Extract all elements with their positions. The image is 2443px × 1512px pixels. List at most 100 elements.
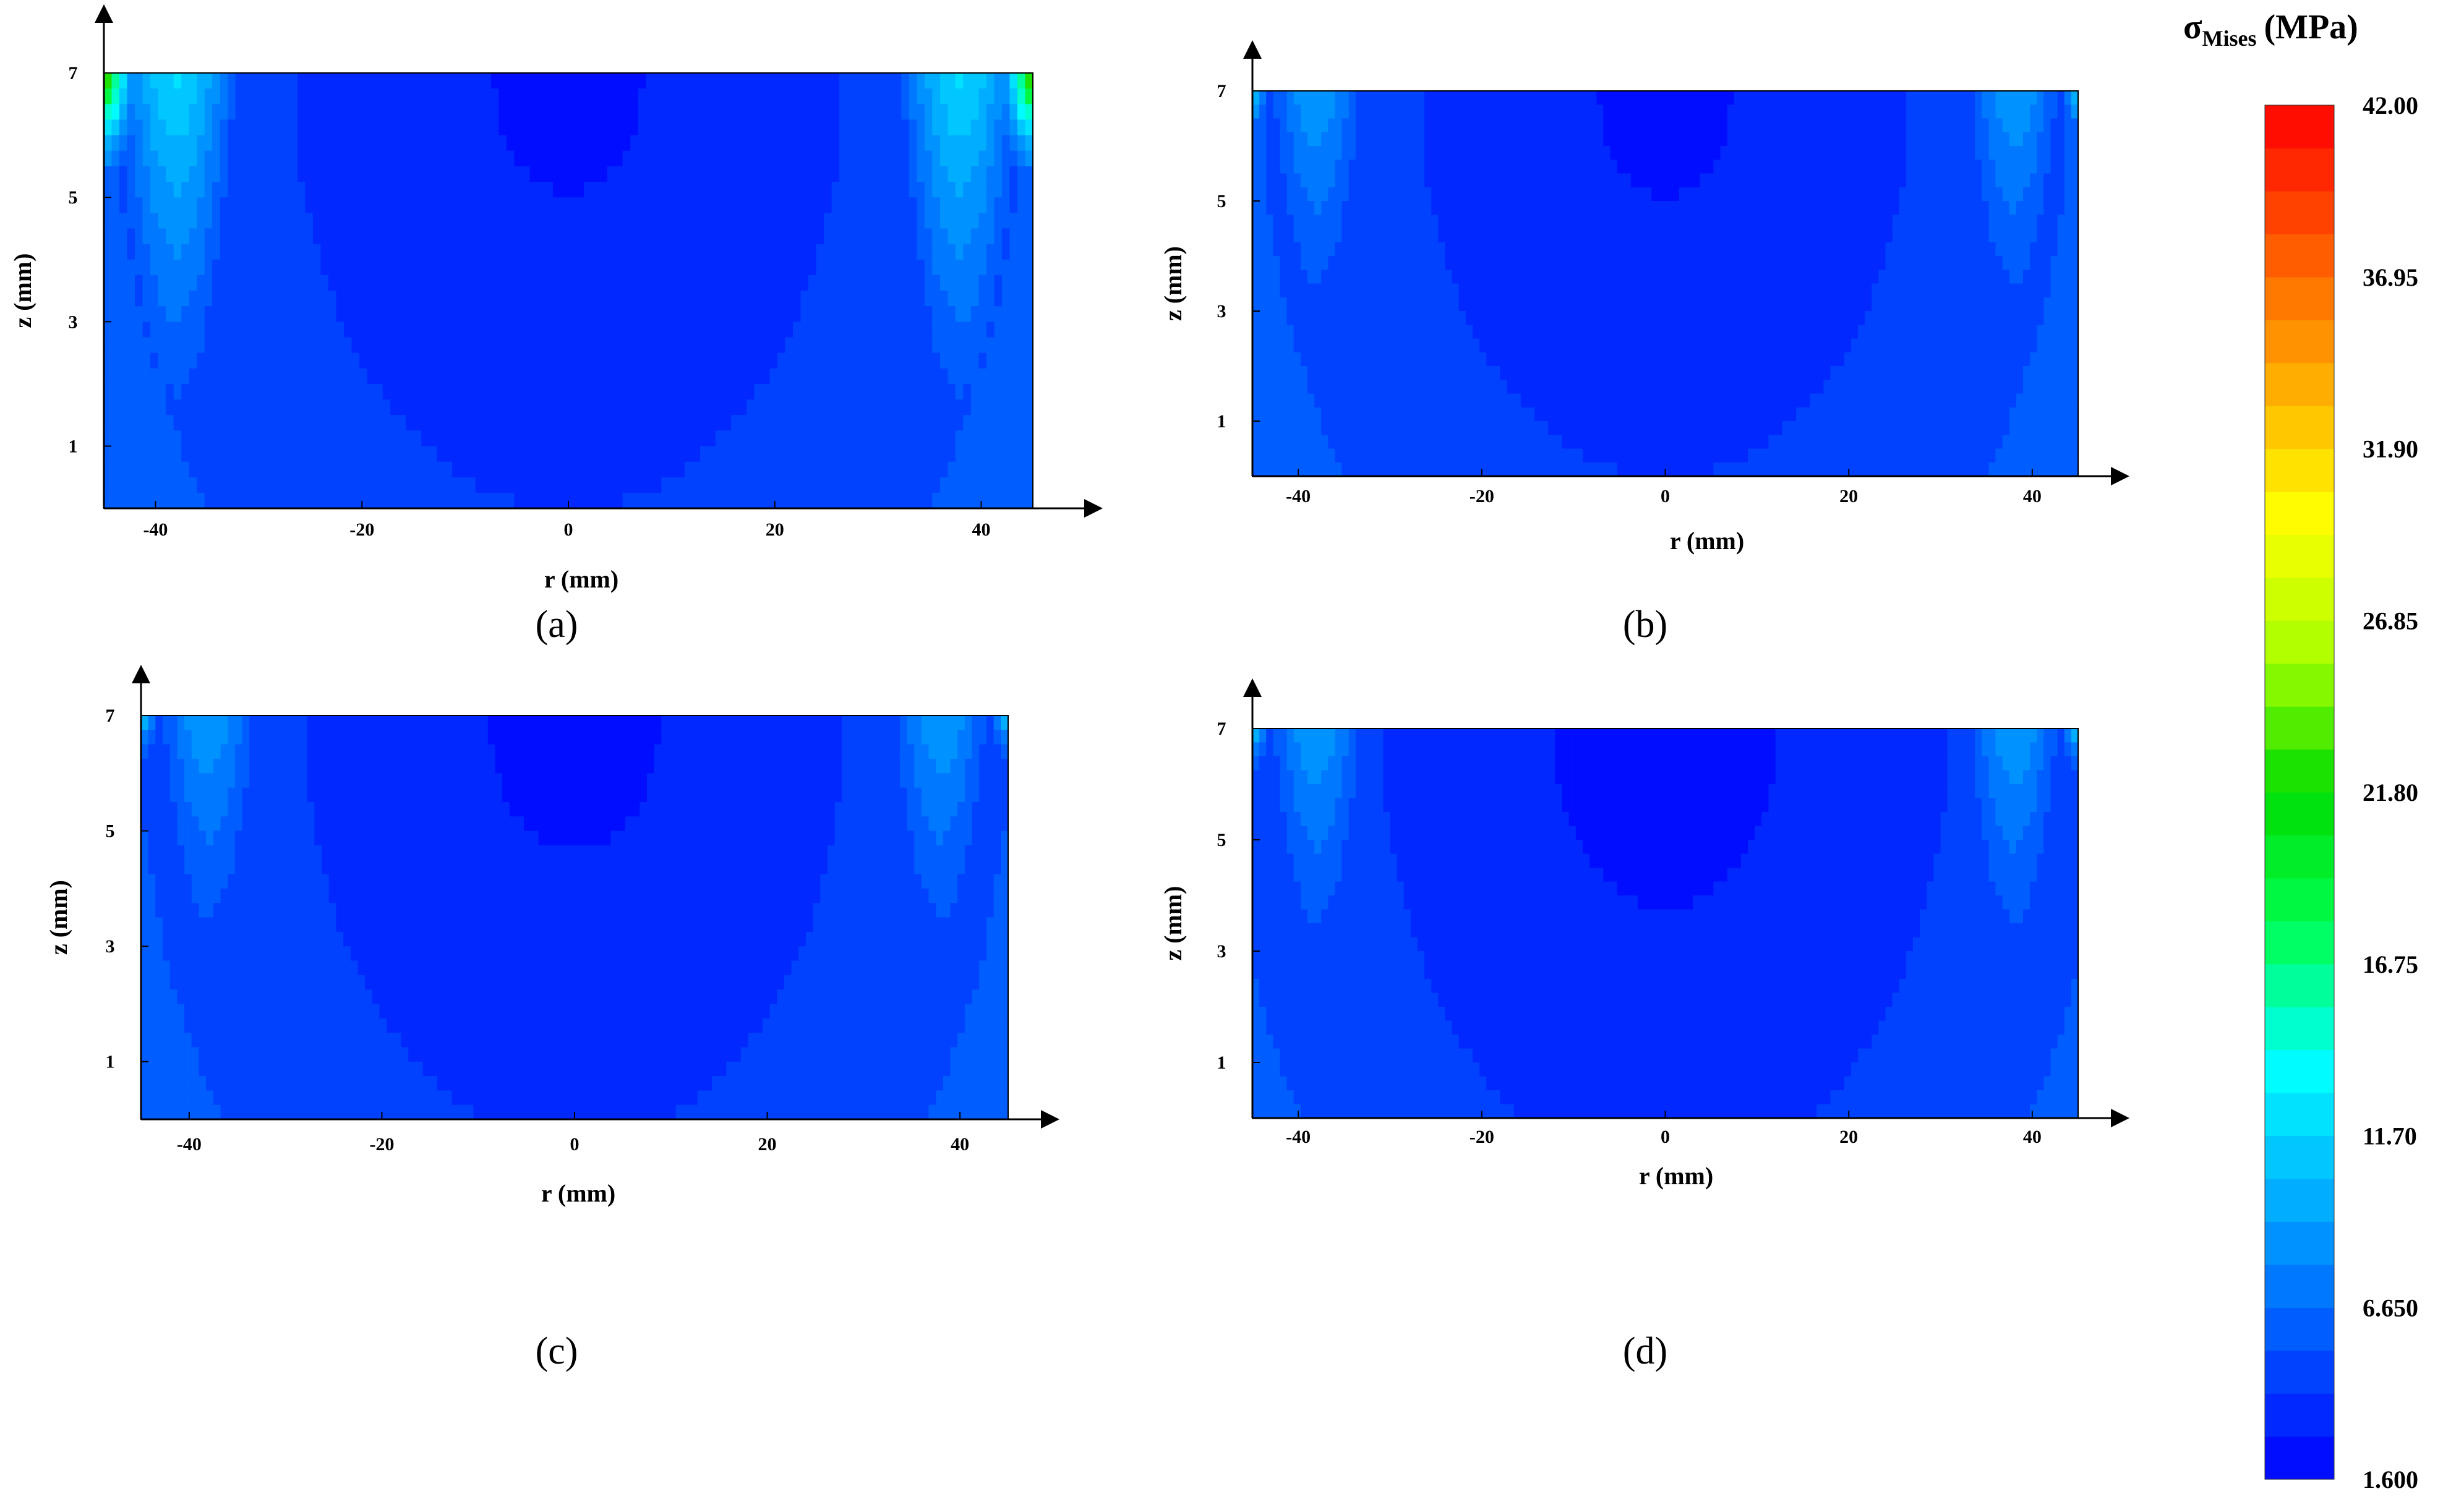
field-cell — [490, 368, 500, 385]
field-cell — [1025, 244, 1033, 260]
field-cell — [615, 73, 623, 89]
field-cell — [1314, 338, 1322, 353]
field-cell — [1017, 73, 1026, 89]
field-cell — [475, 430, 484, 447]
field-cell — [1458, 201, 1466, 216]
field-cell — [305, 135, 314, 152]
field-cell — [1390, 448, 1398, 463]
field-cell — [475, 337, 484, 354]
field-cell — [746, 461, 755, 478]
field-cell — [677, 492, 685, 509]
field-cell — [189, 228, 197, 245]
field-cell — [506, 337, 515, 354]
field-cell — [870, 352, 879, 369]
field-cell — [375, 259, 383, 276]
field-cell — [537, 291, 546, 307]
field-cell — [862, 352, 871, 369]
field-cell — [1610, 407, 1618, 422]
field-cell — [506, 383, 515, 400]
field-cell — [700, 477, 709, 493]
field-cell — [584, 73, 593, 89]
field-cell — [181, 477, 190, 493]
field-cell — [646, 119, 654, 136]
field-cell — [677, 275, 685, 291]
field-cell — [1410, 462, 1418, 477]
field-cell — [158, 182, 166, 198]
field-cell — [1252, 421, 1260, 436]
field-cell — [1507, 338, 1515, 353]
field-cell — [769, 119, 778, 136]
field-cell — [320, 182, 329, 198]
field-cell — [1335, 338, 1343, 353]
field-cell — [1363, 242, 1370, 257]
field-cell — [948, 461, 956, 478]
field-cell — [1025, 73, 1033, 89]
field-cell — [529, 399, 538, 416]
field-cell — [1418, 228, 1425, 243]
field-cell — [1418, 366, 1425, 381]
field-cell — [1541, 393, 1549, 408]
field-cell — [1465, 407, 1473, 422]
field-cell — [1307, 352, 1315, 367]
field-cell — [158, 166, 166, 182]
field-cell — [421, 228, 430, 245]
field-cell — [1259, 366, 1267, 381]
field-cell — [615, 228, 623, 245]
field-cell — [1363, 352, 1370, 367]
field-cell — [692, 352, 701, 369]
field-cell — [514, 73, 523, 89]
field-cell — [158, 259, 166, 276]
field-cell — [1252, 132, 1260, 147]
field-cell — [367, 259, 375, 276]
field-cell — [1328, 311, 1336, 326]
field-cell — [715, 119, 724, 136]
field-cell — [468, 291, 476, 307]
field-cell — [220, 477, 229, 493]
field-cell — [638, 461, 646, 478]
field-cell — [468, 306, 476, 323]
field-cell — [1273, 393, 1281, 408]
field-cell — [1017, 150, 1026, 167]
field-cell — [978, 461, 987, 478]
field-cell — [1273, 366, 1281, 381]
field-cell — [948, 73, 956, 89]
field-cell — [1493, 270, 1501, 284]
field-cell — [312, 492, 322, 509]
field-cell — [1596, 311, 1604, 326]
field-cell — [336, 306, 344, 323]
field-cell — [437, 104, 445, 121]
field-cell — [1479, 105, 1487, 119]
field-cell — [901, 415, 910, 432]
field-cell — [994, 415, 1003, 432]
field-cell — [653, 119, 662, 136]
field-cell — [235, 213, 244, 229]
field-cell — [545, 182, 554, 198]
field-cell — [1589, 366, 1598, 381]
field-cell — [406, 461, 414, 478]
field-cell — [1452, 242, 1460, 257]
field-cell — [738, 368, 747, 385]
field-cell — [413, 430, 422, 447]
field-cell — [878, 197, 886, 214]
field-cell — [382, 430, 391, 447]
field-cell — [878, 259, 886, 276]
field-cell — [312, 88, 322, 105]
field-cell — [955, 383, 964, 400]
field-cell — [111, 477, 120, 493]
field-cell — [924, 492, 933, 509]
field-cell — [382, 415, 391, 432]
field-cell — [684, 492, 693, 509]
field-cell — [1259, 118, 1267, 133]
field-cell — [1273, 105, 1281, 119]
field-cell — [111, 73, 120, 89]
field-cell — [1473, 242, 1480, 257]
field-cell — [189, 306, 197, 323]
field-cell — [344, 259, 353, 276]
field-cell — [909, 244, 918, 260]
field-cell — [1479, 297, 1487, 312]
field-cell — [1252, 270, 1260, 284]
field-cell — [1507, 462, 1515, 477]
field-cell — [382, 213, 391, 229]
field-cell — [490, 399, 500, 416]
field-cell — [1493, 380, 1501, 395]
